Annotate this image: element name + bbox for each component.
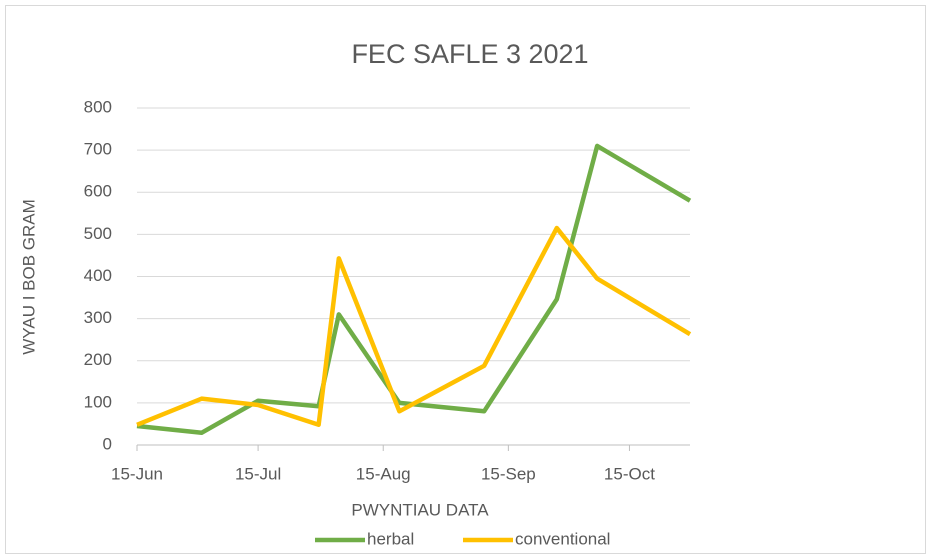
x-tick-label: 15-Oct [604,464,655,483]
y-tick-label: 300 [84,308,112,327]
y-tick-label: 800 [84,97,112,116]
chart-title: FEC SAFLE 3 2021 [351,39,588,69]
x-axis-label: PWYNTIAU DATA [351,500,489,519]
x-tick-label: 15-Jun [111,464,163,483]
y-tick-label: 0 [103,434,112,453]
line-series [136,143,692,436]
x-tick-label: 15-Sep [481,464,536,483]
y-tick-label: 100 [84,392,112,411]
y-axis-label: WYAU I BOB GRAM [19,199,38,355]
y-tick-label: 500 [84,224,112,243]
y-tick-label: 600 [84,182,112,201]
chart-border [5,5,926,554]
legend-label: herbal [367,529,414,548]
x-tick-label: 15-Aug [356,464,411,483]
y-tick-label: 200 [84,350,112,369]
legend-label: conventional [515,529,610,548]
line-series [136,225,692,428]
x-tick-label: 15-Jul [235,464,281,483]
y-tick-label: 400 [84,266,112,285]
y-tick-label: 700 [84,140,112,159]
